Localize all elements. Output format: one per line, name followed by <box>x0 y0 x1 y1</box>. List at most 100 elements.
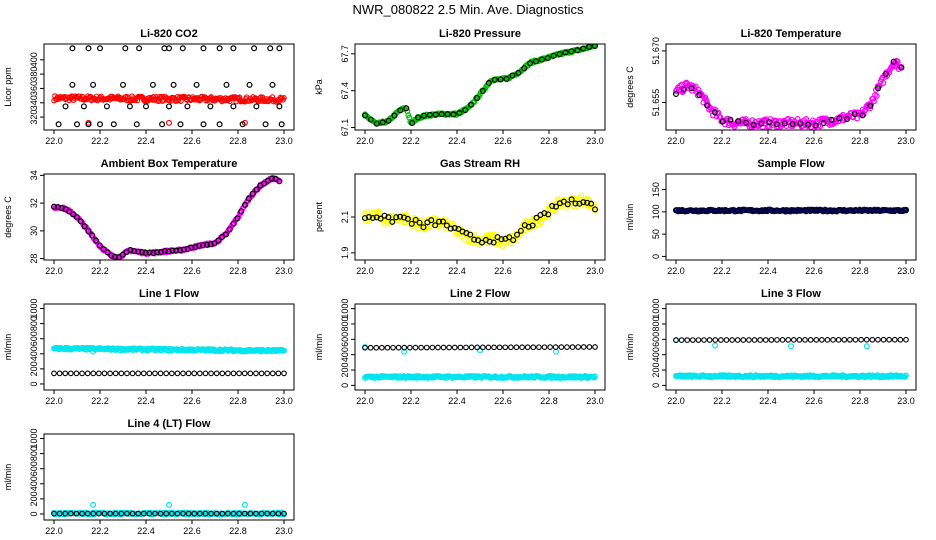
data-point <box>513 344 520 351</box>
data-point <box>58 205 65 212</box>
data-point <box>241 370 248 377</box>
data-point <box>420 112 427 119</box>
series-black <box>51 510 287 517</box>
data-point <box>373 344 380 351</box>
data-point <box>84 510 91 517</box>
y-tick-label: 400 <box>29 346 39 361</box>
panel-line1: Line 1 Flow ml/min 22.0 22.2 22.4 22.6 22.8 23.… <box>3 288 295 406</box>
y-axis-label: ml/min <box>314 334 324 361</box>
x-tick-label: 22.8 <box>540 266 558 276</box>
data-point <box>168 370 175 377</box>
plot-area <box>672 336 909 381</box>
data-point <box>177 247 184 254</box>
data-point <box>96 45 103 52</box>
data-point <box>478 239 485 246</box>
data-point <box>533 214 540 221</box>
data-point <box>135 248 142 255</box>
data-point <box>438 111 445 118</box>
data-point <box>702 94 709 101</box>
data-point <box>859 112 866 119</box>
y-tick-label: 600 <box>651 332 661 347</box>
data-point <box>397 213 404 220</box>
data-point <box>180 370 186 377</box>
x-tick-label: 22.4 <box>448 396 466 406</box>
data-point <box>678 337 685 343</box>
data-point <box>807 337 814 343</box>
x-tick-label: 22.0 <box>45 136 63 146</box>
panel-title: Line 3 Flow <box>761 288 821 300</box>
data-point <box>773 117 779 124</box>
data-point <box>142 249 149 256</box>
data-point <box>688 85 695 92</box>
data-point <box>165 248 172 255</box>
data-point <box>820 120 827 127</box>
data-point <box>867 102 874 109</box>
data-point <box>836 115 843 122</box>
data-point <box>415 114 422 121</box>
data-point <box>819 336 825 343</box>
data-point <box>373 120 380 127</box>
data-point <box>790 337 797 343</box>
data-point <box>140 370 147 377</box>
data-point <box>443 222 450 229</box>
x-tick-label: 22.8 <box>540 136 558 146</box>
data-point <box>54 204 61 211</box>
data-point <box>166 45 173 52</box>
data-point <box>897 336 904 343</box>
data-point <box>69 81 76 88</box>
data-point <box>146 370 153 377</box>
data-point <box>170 81 177 88</box>
data-point <box>247 510 254 517</box>
data-point <box>401 348 408 355</box>
data-point <box>446 344 452 351</box>
y-tick-label: 1.9 <box>340 247 350 260</box>
x-tick-label: 22.2 <box>91 526 109 536</box>
x-tick-label: 23.0 <box>586 396 604 406</box>
data-point <box>73 510 80 517</box>
data-point <box>485 344 492 351</box>
data-point <box>216 45 223 52</box>
data-point <box>90 348 97 355</box>
data-point <box>79 510 85 517</box>
data-point <box>506 234 513 241</box>
data-point <box>586 44 593 50</box>
y-tick-label: 800 <box>29 446 39 461</box>
data-point <box>384 344 391 351</box>
data-point <box>377 215 384 222</box>
y-tick-label: 34 <box>29 170 39 180</box>
data-point <box>558 344 565 350</box>
panel-pressure: Li-820 Pressure kPa 22.0 22.2 22.4 22.6 22.8 23… <box>314 28 606 146</box>
data-point <box>729 337 735 343</box>
data-point <box>159 121 166 128</box>
x-tick-label: 23.0 <box>275 266 293 276</box>
data-point <box>457 344 464 351</box>
data-point <box>90 370 97 377</box>
data-point <box>281 510 287 517</box>
data-point <box>119 251 126 258</box>
data-point <box>264 370 271 377</box>
plot-frame <box>43 433 295 521</box>
data-point <box>408 220 415 227</box>
data-point <box>719 118 726 125</box>
data-point <box>706 207 713 214</box>
data-point <box>108 252 115 259</box>
data-point <box>177 121 184 128</box>
x-tick-label: 22.8 <box>229 526 247 536</box>
data-point <box>580 199 587 206</box>
data-point <box>89 232 96 239</box>
data-point <box>456 110 463 117</box>
data-point <box>762 207 769 214</box>
data-point <box>136 45 143 52</box>
data-point <box>119 81 126 88</box>
data-point <box>118 370 125 377</box>
panel-ambient: Ambient Box Temperature degrees C 22.0 22.2… <box>3 158 295 276</box>
data-point <box>143 103 150 110</box>
data-point <box>830 336 836 343</box>
series-cyan <box>362 344 598 381</box>
data-point <box>701 207 707 214</box>
data-point <box>729 207 735 214</box>
data-point <box>447 225 454 232</box>
data-point <box>451 344 458 351</box>
panel-title: Sample Flow <box>757 158 825 170</box>
data-point <box>364 208 370 215</box>
